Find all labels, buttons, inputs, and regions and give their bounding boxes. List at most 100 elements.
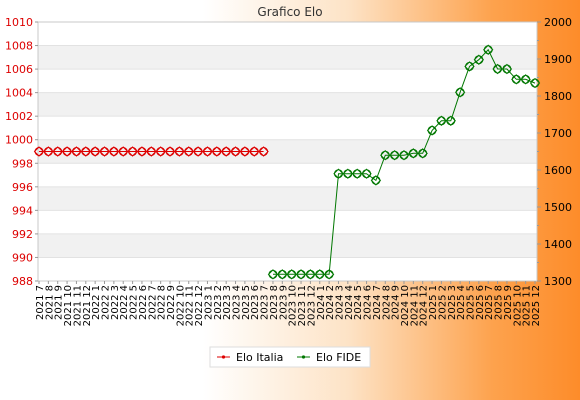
- left-tick-label: 990: [12, 251, 33, 264]
- x-tick-label: 2025 11: [522, 285, 533, 326]
- data-point-ring-elo-fide: [287, 269, 297, 279]
- x-tick-label: 2023 6: [250, 285, 261, 320]
- x-tick-label: 2023 2: [213, 285, 224, 320]
- data-point-elo-italia: [89, 146, 101, 157]
- legend-box: [209, 346, 371, 368]
- grid-band: [38, 92, 537, 117]
- x-tick-label: 2025 9: [503, 285, 514, 320]
- legend-item-elo-italia[interactable]: Elo Italia: [217, 351, 283, 364]
- x-tick-label: 2025 4: [456, 285, 467, 320]
- data-point-elo-fide: [483, 44, 494, 55]
- data-point-elo-fide: [520, 74, 531, 85]
- legend-item-elo-fide[interactable]: Elo FIDE: [297, 351, 361, 364]
- x-tick-label: 2023 1: [203, 285, 214, 320]
- data-point-elo-fide: [464, 61, 475, 72]
- data-point-elo-fide: [445, 115, 456, 126]
- grid-band: [38, 233, 537, 258]
- data-point-ring-elo-fide: [464, 61, 474, 71]
- data-point-ring-elo-fide: [315, 269, 325, 279]
- data-point-elo-italia: [43, 146, 54, 157]
- right-tick-label: 1600: [544, 164, 572, 177]
- left-tick-label: 1000: [5, 134, 33, 147]
- data-point-ring-elo-italia: [193, 147, 203, 156]
- legend-fide-label: Elo FIDE: [316, 351, 361, 364]
- data-point-ring-elo-italia: [71, 147, 81, 156]
- x-tick-label: 2023 8: [269, 285, 280, 320]
- data-point-ring-elo-italia: [43, 147, 53, 156]
- data-point-ring-elo-italia: [240, 147, 250, 156]
- data-point-ring-elo-fide: [446, 116, 456, 126]
- data-point-ring-elo-fide: [427, 125, 437, 135]
- right-tick-label: 1700: [544, 127, 572, 140]
- left-tick-label: 1008: [5, 40, 33, 53]
- data-point-elo-italia: [61, 146, 73, 157]
- data-point-elo-fide: [408, 148, 419, 159]
- x-tick-label: 2021 8: [44, 285, 55, 320]
- x-tick-label: 2022 10: [175, 285, 186, 326]
- data-point-elo-fide: [305, 269, 316, 280]
- right-tick-label: 1900: [544, 53, 572, 66]
- data-point-ring-elo-fide: [408, 148, 418, 158]
- x-tick-label: 2022 8: [157, 285, 168, 320]
- data-point-ring-elo-italia: [212, 147, 222, 156]
- x-tick-label: 2022 2: [101, 285, 112, 320]
- data-point-ring-elo-fide: [455, 87, 465, 97]
- data-point-ring-elo-italia: [165, 147, 175, 156]
- data-point-ring-elo-italia: [137, 147, 147, 156]
- data-point-elo-fide: [286, 269, 297, 280]
- data-point-elo-fide: [380, 149, 391, 161]
- data-point-ring-elo-italia: [184, 147, 194, 156]
- right-tick-label: 1400: [544, 238, 572, 251]
- data-point-elo-fide: [398, 149, 410, 161]
- x-tick-label: 2025 6: [475, 285, 486, 320]
- data-point-ring-elo-fide: [362, 169, 372, 179]
- x-tick-label: 2022 4: [119, 285, 130, 320]
- data-point-elo-fide: [295, 269, 307, 280]
- legend-italia-label: Elo Italia: [236, 351, 283, 364]
- data-point-elo-fide: [370, 175, 382, 186]
- x-tick-label: 2022 1: [91, 285, 102, 320]
- x-tick-label: 2023 5: [241, 285, 252, 320]
- data-point-ring-elo-fide: [474, 55, 484, 65]
- data-point-ring-elo-fide: [399, 150, 409, 160]
- x-tick-label: 2024 10: [400, 285, 411, 326]
- data-point-elo-fide: [277, 269, 288, 280]
- x-tick-label: 2022 9: [166, 285, 177, 320]
- data-point-ring-elo-fide: [380, 150, 390, 160]
- left-tick-label: 1002: [5, 110, 33, 123]
- data-point-elo-italia: [108, 146, 120, 157]
- series-line-elo-fide: [273, 48, 536, 275]
- legend: Elo Italia Elo FIDE: [209, 346, 371, 368]
- data-point-ring-elo-fide: [530, 78, 540, 88]
- data-point-elo-fide: [342, 168, 354, 179]
- left-tick-label: 994: [12, 204, 33, 217]
- x-tick-label: 2024 12: [419, 285, 430, 326]
- x-tick-label: 2024 5: [353, 285, 364, 320]
- data-point-elo-italia: [52, 146, 63, 157]
- data-point-elo-fide: [323, 269, 335, 280]
- x-tick-label: 2025 12: [531, 285, 542, 326]
- left-tick-label: 998: [12, 157, 33, 170]
- data-point-ring-elo-fide: [493, 64, 503, 74]
- x-tick-label: 2021 12: [82, 285, 93, 326]
- data-point-ring-elo-fide: [277, 269, 287, 279]
- x-tick-label: 2024 11: [409, 285, 420, 326]
- left-tick-label: 1010: [5, 16, 33, 29]
- data-point-ring-elo-italia: [128, 147, 138, 156]
- data-point-elo-italia: [80, 146, 91, 157]
- x-tick-label: 2025 3: [447, 285, 458, 320]
- data-point-elo-italia: [136, 146, 148, 157]
- x-tick-label: 2021 10: [63, 285, 74, 326]
- x-tick-label: 2024 9: [391, 285, 402, 320]
- data-point-elo-fide: [389, 149, 400, 161]
- data-point-elo-fide: [361, 168, 372, 179]
- data-point-ring-elo-italia: [109, 147, 119, 156]
- right-tick-label: 1800: [544, 90, 572, 103]
- data-point-elo-fide: [333, 168, 344, 179]
- grid-band: [38, 45, 537, 70]
- chart-title: Grafico Elo: [257, 5, 322, 19]
- x-tick-label: 2024 4: [344, 285, 355, 320]
- data-point-elo-italia: [211, 146, 223, 157]
- left-tick-label: 1004: [5, 87, 33, 100]
